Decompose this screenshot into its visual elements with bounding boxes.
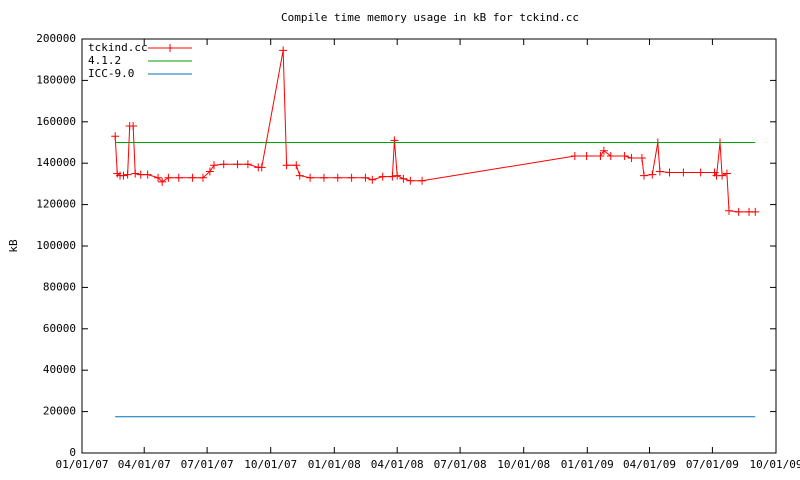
point-marker (129, 121, 138, 130)
point-marker (233, 160, 242, 169)
point-marker (679, 168, 688, 177)
x-tick-label: 07/01/09 (686, 458, 739, 471)
y-tick-label: 20000 (43, 405, 76, 418)
point-marker (319, 173, 328, 182)
series-line (114, 50, 756, 213)
point-marker (306, 173, 315, 182)
x-tick-label: 10/01/07 (244, 458, 297, 471)
point-marker (143, 170, 152, 179)
x-tick-label: 01/01/08 (308, 458, 361, 471)
point-marker (279, 46, 288, 55)
y-tick-label: 140000 (36, 156, 76, 169)
point-marker (119, 171, 128, 180)
point-marker (582, 151, 591, 160)
x-tick-label: 04/01/07 (118, 458, 171, 471)
point-marker (599, 146, 608, 155)
point-marker (111, 132, 120, 141)
point-marker (718, 171, 727, 180)
point-marker (393, 171, 402, 180)
point-marker (136, 170, 145, 179)
x-tick-label: 01/01/09 (561, 458, 614, 471)
point-marker (333, 173, 342, 182)
point-marker (570, 151, 579, 160)
point-marker (665, 168, 674, 177)
point-marker (243, 160, 252, 169)
point-marker (205, 167, 214, 176)
point-marker (198, 173, 207, 182)
point-marker (639, 171, 648, 180)
point-marker (722, 169, 731, 178)
point-marker (282, 161, 291, 170)
point-marker (210, 161, 219, 170)
point-marker (158, 177, 167, 186)
point-marker (620, 151, 629, 160)
x-tick-label: 10/01/08 (497, 458, 550, 471)
point-marker (606, 151, 615, 160)
point-marker (418, 176, 427, 185)
point-marker (390, 136, 399, 145)
y-tick-label: 60000 (43, 322, 76, 335)
point-marker (219, 160, 228, 169)
point-marker (627, 154, 636, 163)
x-tick-label: 01/01/07 (56, 458, 109, 471)
x-tick-label: 07/01/08 (434, 458, 487, 471)
point-marker (347, 173, 356, 182)
point-marker (724, 206, 733, 215)
point-marker (164, 173, 173, 182)
point-marker (696, 168, 705, 177)
point-marker (378, 172, 387, 181)
point-marker (734, 207, 743, 216)
point-marker (154, 173, 163, 182)
point-marker (123, 170, 132, 179)
y-tick-label: 160000 (36, 115, 76, 128)
legend-marker (166, 44, 174, 52)
y-tick-label: 200000 (36, 32, 76, 45)
x-tick-label: 10/01/09 (750, 458, 800, 471)
point-marker (257, 163, 266, 172)
point-marker (648, 170, 657, 179)
legend-label: ICC-9.0 (88, 67, 134, 80)
y-tick-label: 120000 (36, 198, 76, 211)
point-marker (655, 167, 664, 176)
point-marker (388, 172, 397, 181)
x-tick-label: 07/01/07 (181, 458, 234, 471)
x-tick-label: 04/01/08 (371, 458, 424, 471)
point-marker (596, 151, 605, 160)
y-axis-label: kB (7, 239, 20, 253)
point-marker (188, 173, 197, 182)
x-tick-label: 04/01/09 (623, 458, 676, 471)
point-marker (361, 173, 370, 182)
legend-label: tckind.cc (88, 41, 148, 54)
point-marker (406, 176, 415, 185)
point-marker (637, 154, 646, 163)
point-marker (368, 175, 377, 184)
point-marker (399, 174, 408, 183)
point-marker (174, 173, 183, 182)
y-tick-label: 80000 (43, 280, 76, 293)
y-tick-label: 100000 (36, 239, 76, 252)
y-tick-label: 180000 (36, 73, 76, 86)
legend-label: 4.1.2 (88, 54, 121, 67)
point-marker (751, 207, 760, 216)
y-tick-label: 0 (69, 446, 76, 459)
chart-title: Compile time memory usage in kB for tcki… (281, 11, 579, 24)
point-marker (295, 171, 304, 180)
y-tick-label: 40000 (43, 363, 76, 376)
point-marker (131, 169, 140, 178)
point-marker (292, 161, 301, 170)
